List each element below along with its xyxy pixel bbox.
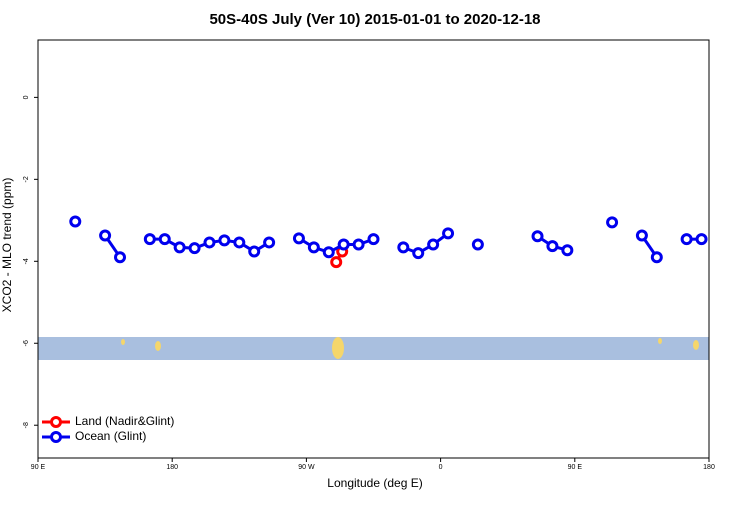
data-point <box>650 251 663 264</box>
data-point <box>367 233 380 246</box>
y-axis-label: XCO2 - MLO trend (ppm) <box>0 178 14 313</box>
data-point <box>412 247 425 260</box>
land-shapes <box>121 337 699 359</box>
data-point <box>471 238 484 251</box>
data-point <box>680 233 693 246</box>
data-point <box>695 233 708 246</box>
x-axis-label: Longitude (deg E) <box>327 476 422 490</box>
data-point <box>330 256 343 269</box>
data-point <box>158 233 171 246</box>
legend-marker <box>50 416 62 428</box>
legend-label: Land (Nadir&Glint) <box>75 414 174 428</box>
chart-title: 50S-40S July (Ver 10) 2015-01-01 to 2020… <box>209 11 540 28</box>
data-point <box>99 229 112 242</box>
x-tick-label: 90 E <box>568 464 583 471</box>
data-point <box>442 227 455 240</box>
y-tick-label: -2 <box>23 176 30 182</box>
data-point <box>427 238 440 251</box>
data-point <box>606 216 619 229</box>
series-line <box>402 232 449 255</box>
data-point <box>546 240 559 253</box>
map-band <box>38 337 709 360</box>
data-point <box>263 236 276 249</box>
x-tick-label: 90 E <box>31 464 46 471</box>
legend-marker <box>50 431 62 443</box>
data-point <box>352 238 365 251</box>
data-point <box>143 233 156 246</box>
data-point <box>69 215 82 228</box>
data-point <box>248 245 261 258</box>
data-point <box>188 242 201 255</box>
data-point <box>218 234 231 247</box>
data-point <box>173 241 186 254</box>
data-point <box>531 230 544 243</box>
x-tick-label: 90 W <box>298 464 315 471</box>
x-tick-label: 180 <box>703 464 715 471</box>
plot-frame <box>37 39 710 459</box>
x-tick-label: 180 <box>166 464 178 471</box>
data-point <box>114 251 127 264</box>
data-point <box>635 229 648 242</box>
data-point <box>203 236 216 249</box>
legend-label: Ocean (Glint) <box>75 429 146 443</box>
y-tick-label: 0 <box>23 95 30 99</box>
y-tick-label: -6 <box>23 340 30 346</box>
data-point <box>292 232 305 245</box>
data-point <box>307 241 320 254</box>
y-tick-label: -8 <box>23 422 30 428</box>
y-tick-label: -4 <box>23 258 30 264</box>
data-point <box>233 236 246 249</box>
data-point <box>561 244 574 257</box>
x-tick-label: 0 <box>439 464 443 471</box>
data-point <box>397 241 410 254</box>
data-point <box>337 238 350 251</box>
data-point <box>322 246 335 259</box>
